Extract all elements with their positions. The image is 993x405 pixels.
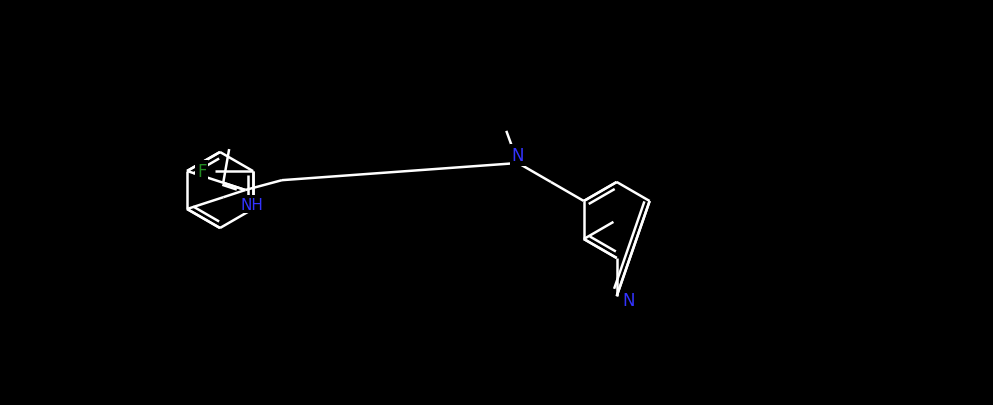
Text: F: F bbox=[198, 162, 207, 181]
Text: NH: NH bbox=[240, 197, 263, 212]
Text: N: N bbox=[511, 147, 524, 164]
Text: N: N bbox=[623, 291, 636, 309]
